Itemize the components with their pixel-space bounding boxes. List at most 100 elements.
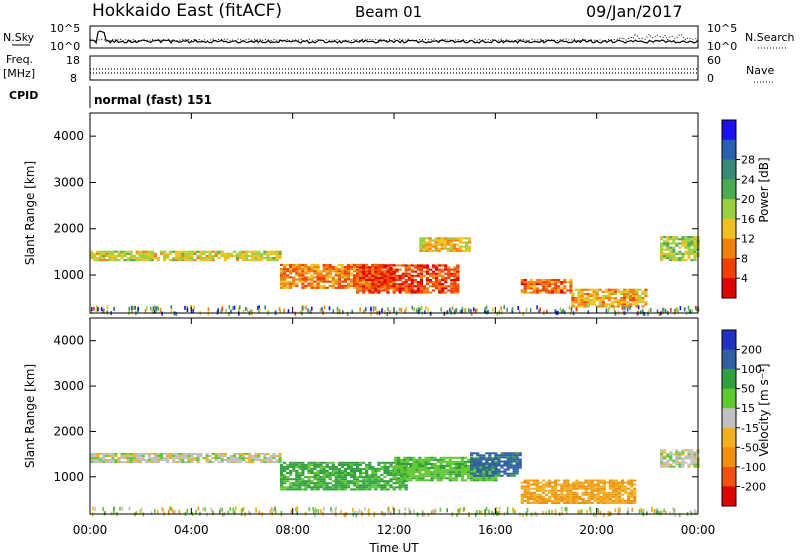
heatmap-cell: [589, 292, 593, 295]
heatmap-cell: [529, 479, 533, 482]
heatmap-cell: [675, 455, 679, 458]
heatmap-cell: [362, 476, 366, 479]
heatmap-cell: [289, 266, 293, 269]
heatmap-cell: [607, 290, 611, 293]
heatmap-cell: [641, 305, 645, 308]
heatmap-cell: [359, 480, 363, 483]
heatmap-cell: [159, 457, 164, 460]
heatmap-cell: [147, 257, 151, 260]
heatmap-cell: [301, 463, 305, 466]
heatmap-cell: [608, 481, 612, 484]
heatmap-cell: [529, 493, 533, 496]
heatmap-cell: [178, 509, 181, 514]
heatmap-cell: [451, 471, 455, 474]
heatmap-cell: [535, 291, 540, 294]
heatmap-cell: [554, 283, 558, 286]
heatmap-cell: [500, 470, 504, 473]
heatmap-cell: [610, 297, 615, 300]
y-tick-label: 2000: [53, 424, 84, 438]
heatmap-cell: [328, 284, 332, 287]
heatmap-cell: [431, 245, 435, 248]
heatmap-cell: [223, 259, 227, 262]
colorbar-swatch: [722, 139, 736, 161]
heatmap-cell: [448, 469, 452, 472]
heatmap-cell: [114, 459, 118, 462]
heatmap-cell: [368, 285, 372, 288]
heatmap-cell: [551, 499, 555, 502]
heatmap-cell: [362, 279, 366, 282]
heatmap-cell: [193, 459, 197, 462]
heatmap-cell: [506, 472, 510, 475]
heatmap-cell: [633, 499, 637, 502]
heatmap-cell: [467, 477, 471, 480]
heatmap-cell: [138, 455, 142, 457]
heatmap-cell: [381, 308, 383, 313]
heatmap-cell: [359, 279, 363, 282]
heatmap-cell: [322, 474, 326, 477]
colorbar-frame: [721, 119, 737, 299]
heatmap-cell: [386, 272, 390, 275]
heatmap-cell: [539, 307, 541, 312]
colorbar-tick-label: 4: [741, 272, 748, 285]
heatmap-cell: [389, 461, 393, 464]
heatmap-cell: [663, 455, 667, 458]
heatmap-cell: [666, 244, 670, 247]
heatmap-cell: [310, 463, 314, 466]
heatmap-cell: [623, 299, 627, 302]
heatmap-cell: [410, 289, 414, 292]
heatmap-cell: [141, 459, 145, 462]
heatmap-cell: [560, 291, 564, 294]
heatmap-cell: [334, 472, 338, 474]
heatmap-cell: [575, 485, 579, 488]
heatmap-cell: [660, 455, 664, 458]
heatmap-cell: [102, 250, 106, 253]
heatmap-cell: [460, 473, 465, 476]
heatmap-cell: [304, 272, 308, 275]
heatmap-cell: [484, 309, 486, 314]
heatmap-cell: [548, 497, 552, 500]
heatmap-cell: [211, 259, 215, 262]
heatmap-cell: [380, 474, 384, 477]
heatmap-cell: [328, 474, 332, 477]
heatmap-cell: [548, 495, 552, 498]
heatmap-cell: [251, 457, 255, 460]
heatmap-cell: [156, 509, 159, 514]
heatmap-cell: [248, 250, 252, 253]
cpid-text: normal (fast) 151: [94, 93, 212, 107]
heatmap-cell: [386, 264, 390, 267]
heatmap-cell: [569, 283, 573, 286]
heatmap-cell: [427, 467, 431, 469]
heatmap-cell: [454, 471, 458, 474]
heatmap-cell: [251, 259, 255, 262]
heatmap-cell: [608, 502, 612, 504]
heatmap-cell: [181, 250, 185, 253]
heatmap-cell: [409, 456, 413, 459]
heatmap-cell: [332, 309, 335, 314]
heatmap-cell: [418, 458, 422, 461]
heatmap-cell: [566, 497, 570, 500]
heatmap-cell: [419, 241, 423, 244]
heatmap-cell: [621, 481, 625, 484]
heatmap-cell: [599, 485, 603, 488]
heatmap-cell: [217, 257, 221, 260]
heatmap-cell: [401, 264, 405, 267]
heatmap-cell: [456, 276, 460, 279]
heatmap-cell: [458, 247, 463, 250]
heatmap-cell: [266, 254, 270, 257]
heatmap-cell: [460, 456, 465, 459]
heatmap-cell: [548, 489, 552, 492]
heatmap-cell: [587, 499, 591, 502]
heatmap-cell: [380, 289, 384, 292]
heatmap-cell: [383, 461, 387, 464]
heatmap-cell: [372, 306, 375, 311]
heatmap-cell: [313, 266, 317, 269]
heatmap-cell: [102, 257, 106, 260]
heatmap-cell: [669, 453, 673, 456]
heatmap-cell: [144, 252, 148, 255]
heatmap-cell: [211, 257, 215, 260]
heatmap-cell: [563, 489, 567, 492]
heatmap-cell: [371, 482, 375, 485]
heatmap-cell: [313, 488, 317, 491]
heatmap-cell: [322, 478, 326, 481]
heatmap-cell: [221, 306, 224, 311]
